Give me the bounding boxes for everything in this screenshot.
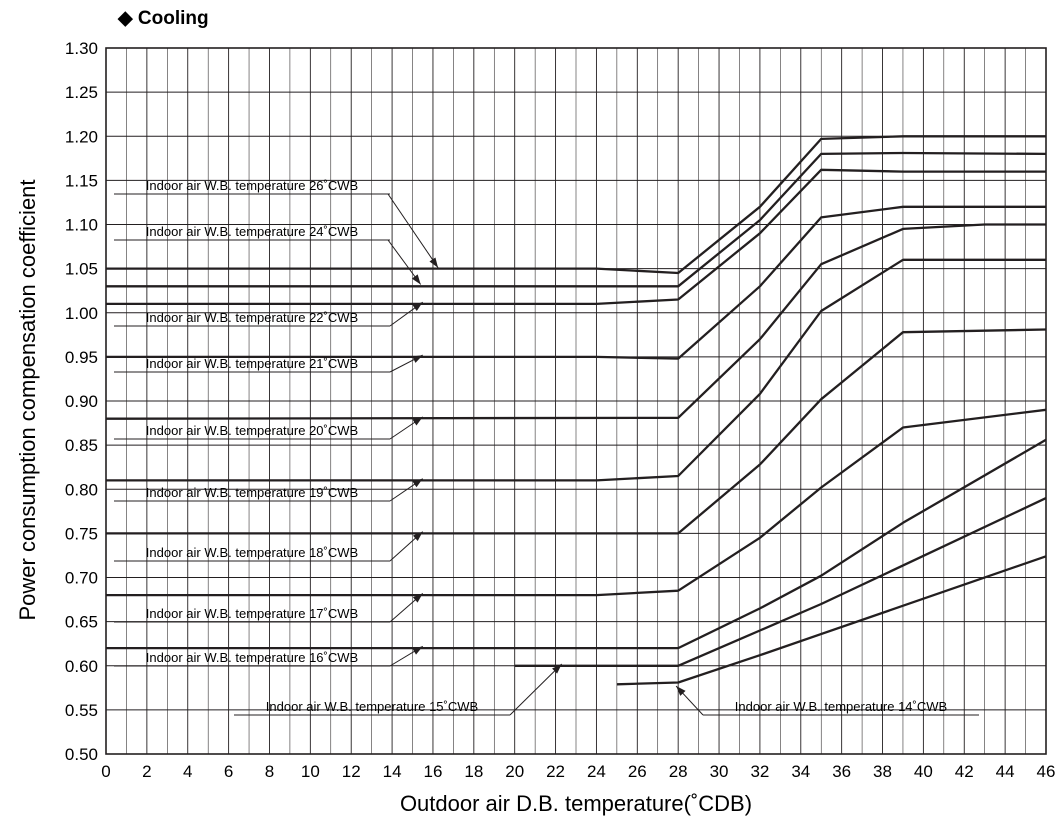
- y-tick-label: 0.90: [65, 392, 98, 411]
- x-tick-label: 32: [750, 762, 769, 781]
- y-tick-label: 1.10: [65, 216, 98, 235]
- series-label: Indoor air W.B. temperature 24˚CWB: [146, 224, 358, 239]
- series-line: [616, 555, 1047, 686]
- leader-arrowhead: [412, 416, 423, 426]
- series-line: [106, 438, 1047, 650]
- y-tick-label: 0.55: [65, 701, 98, 720]
- series-line: [106, 408, 1047, 597]
- series-label: Indoor air W.B. temperature 20˚CWB: [146, 423, 358, 438]
- x-axis-label: Outdoor air D.B. temperature(˚CDB): [400, 791, 752, 816]
- y-tick-label: 0.95: [65, 348, 98, 367]
- x-tick-label: 22: [546, 762, 565, 781]
- x-tick-label: 6: [224, 762, 233, 781]
- y-tick-label: 0.80: [65, 480, 98, 499]
- x-tick-label: 10: [301, 762, 320, 781]
- x-tick-label: 18: [464, 762, 483, 781]
- x-tick-label: 46: [1037, 762, 1056, 781]
- series-annotation: Indoor air W.B. temperature 22˚CWB: [114, 301, 424, 327]
- series-annotation: Indoor air W.B. temperature 17˚CWB: [114, 593, 424, 623]
- chart-series: [105, 135, 1047, 686]
- series-annotation: Indoor air W.B. temperature 14˚CWB: [675, 685, 979, 716]
- x-tick-label: 16: [423, 762, 442, 781]
- series-annotation: Indoor air W.B. temperature 20˚CWB: [114, 416, 424, 440]
- series-label: Indoor air W.B. temperature 19˚CWB: [146, 485, 358, 500]
- leader-arrowhead: [412, 478, 423, 488]
- series-line: [514, 497, 1047, 667]
- x-tick-label: 36: [832, 762, 851, 781]
- y-tick-label: 1.25: [65, 83, 98, 102]
- leader-arrowhead: [411, 274, 421, 285]
- series-annotation: Indoor air W.B. temperature 26˚CWB: [114, 178, 439, 269]
- leader-arrowhead: [552, 663, 562, 674]
- leader-arrowhead: [676, 686, 686, 696]
- y-tick-label: 0.50: [65, 745, 98, 764]
- series-line: [106, 205, 1046, 360]
- x-tick-label: 24: [587, 762, 606, 781]
- x-tick-label: 4: [183, 762, 192, 781]
- y-tick-label: 0.60: [65, 657, 98, 676]
- y-tick-label: 0.85: [65, 436, 98, 455]
- series-line: [106, 258, 1046, 482]
- series-line: [106, 168, 1046, 306]
- y-tick-labels: 0.50 0.55 0.60 0.65 0.70 0.75 0.80 0.85 0.90 0.95…: [65, 39, 98, 764]
- leader-arrowhead: [412, 646, 423, 655]
- x-tick-label: 28: [669, 762, 688, 781]
- x-tick-label: 8: [265, 762, 274, 781]
- x-tick-label: 34: [791, 762, 810, 781]
- x-tick-label: 40: [914, 762, 933, 781]
- y-tick-label: 1.05: [65, 260, 98, 279]
- y-tick-label: 0.75: [65, 524, 98, 543]
- y-axis-label: Power consumption compensation coefficie…: [15, 179, 40, 620]
- x-tick-labels: 0 2 4 6 8 10 12 14 16 18 20 22 24 26 28 30 32 34 36 38 40 42 4…: [101, 762, 1055, 781]
- series-annotation: Indoor air W.B. temperature 21˚CWB: [114, 354, 423, 373]
- series-line: [106, 135, 1046, 275]
- series-line: [106, 328, 1047, 535]
- x-tick-label: 26: [628, 762, 647, 781]
- x-tick-label: 38: [873, 762, 892, 781]
- series-annotations: Indoor air W.B. temperature 26˚CWB Indoor…: [114, 178, 979, 716]
- leader-arrowhead: [412, 355, 423, 363]
- series-annotation: Indoor air W.B. temperature 19˚CWB: [114, 478, 424, 502]
- x-tick-label: 2: [142, 762, 151, 781]
- series-line: [106, 151, 1047, 288]
- series-label: Indoor air W.B. temperature 21˚CWB: [146, 356, 358, 371]
- plot-frame: [105, 47, 1047, 755]
- series-annotation: Indoor air W.B. temperature 15˚CWB: [234, 663, 563, 716]
- x-tick-label: 20: [505, 762, 524, 781]
- series-label: Indoor air W.B. temperature 26˚CWB: [146, 178, 358, 193]
- series-label: Indoor air W.B. temperature 22˚CWB: [146, 310, 358, 325]
- leader-arrowhead: [412, 302, 423, 311]
- x-tick-label: 0: [101, 762, 110, 781]
- series-line: [105, 223, 1046, 420]
- series-label: Indoor air W.B. temperature 15˚CWB: [266, 699, 478, 714]
- leader-arrowhead: [412, 531, 423, 541]
- chart-title: ◆ Cooling: [117, 8, 209, 29]
- x-tick-label: 44: [996, 762, 1015, 781]
- series-label: Indoor air W.B. temperature 17˚CWB: [146, 606, 358, 621]
- series-annotation: Indoor air W.B. temperature 24˚CWB: [114, 224, 422, 285]
- y-tick-label: 1.30: [65, 39, 98, 58]
- x-tick-label: 12: [342, 762, 361, 781]
- y-tick-label: 0.65: [65, 613, 98, 632]
- y-tick-label: 1.00: [65, 304, 98, 323]
- series-label: Indoor air W.B. temperature 18˚CWB: [146, 545, 358, 560]
- series-label: Indoor air W.B. temperature 14˚CWB: [735, 699, 947, 714]
- x-tick-label: 14: [383, 762, 402, 781]
- leader-line: [509, 663, 563, 716]
- y-tick-label: 1.20: [65, 127, 98, 146]
- leader-arrowhead: [429, 257, 439, 268]
- y-tick-label: 0.70: [65, 569, 98, 588]
- leader-line: [387, 193, 439, 269]
- series-annotation: Indoor air W.B. temperature 18˚CWB: [114, 531, 424, 562]
- x-tick-label: 30: [710, 762, 729, 781]
- leader-arrowhead: [412, 593, 423, 603]
- series-label: Indoor air W.B. temperature 16˚CWB: [146, 650, 358, 665]
- y-tick-label: 1.15: [65, 171, 98, 190]
- x-tick-label: 42: [955, 762, 974, 781]
- series-annotation: Indoor air W.B. temperature 16˚CWB: [114, 645, 423, 667]
